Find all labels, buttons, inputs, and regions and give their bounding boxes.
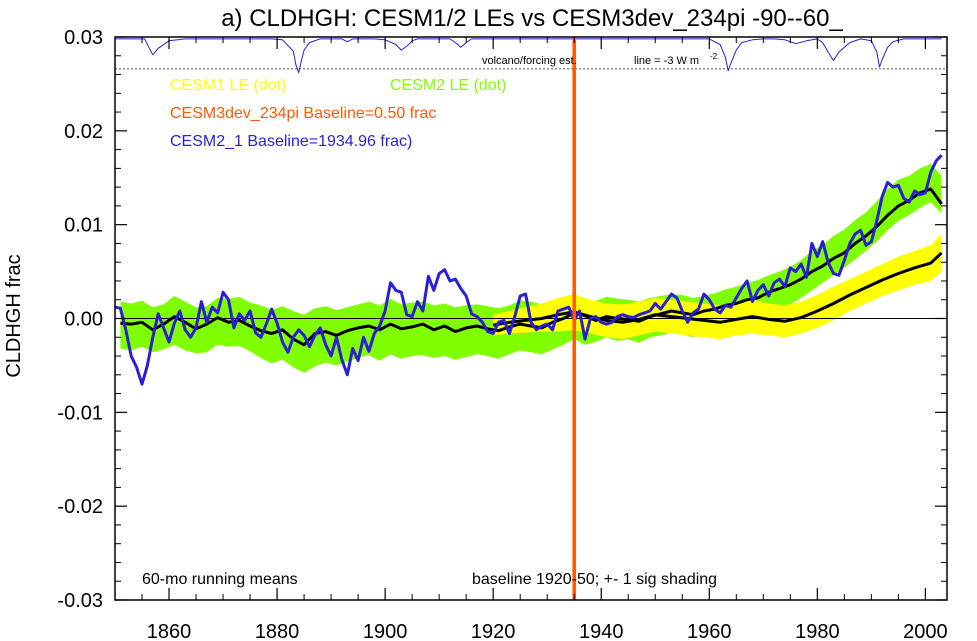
series-volcano-forcing-est [115, 38, 942, 74]
y-tick-label: -0.01 [57, 402, 103, 424]
band-cesm1-le-dot [493, 234, 942, 340]
x-tick-label: 1960 [687, 621, 732, 641]
y-tick-label: -0.03 [57, 590, 103, 612]
legend-cesm3dev: CESM3dev_234pi Baseline=0.50 frac [170, 105, 436, 122]
x-tick-label: 1940 [579, 621, 624, 641]
y-tick-label: -0.02 [57, 496, 103, 518]
y-tick-label: 0.03 [64, 27, 103, 49]
series-cesm2-1 [114, 154, 943, 386]
axis-ticks: 1860 1880 1900 1920 1940 1960 1980 2000 -0.03 -0.… [57, 27, 947, 641]
annotation-volcano-line-sup: -2 [710, 52, 718, 61]
x-tick-label: 2000 [903, 621, 948, 641]
annotation-baseline: baseline 1920-50; +- 1 sig shading [472, 571, 717, 588]
legend: CESM1 LE (dot) CESM2 LE (dot) CESM3dev_2… [170, 77, 506, 150]
y-tick-label: 0.01 [64, 215, 103, 237]
legend-cesm1-le: CESM1 LE (dot) [170, 77, 286, 94]
annotations: volcano/forcing est. line = -3 W m -2 60… [142, 52, 718, 588]
series-cesm1-ensemble-mean [492, 251, 943, 327]
x-tick-label: 1980 [795, 621, 840, 641]
chart-title: a) CLDHGH: CESM1/2 LEs vs CESM3dev_234pi… [221, 5, 843, 32]
x-tick-label: 1880 [255, 621, 300, 641]
legend-cesm2-1: CESM2_1 Baseline=1934.96 frac) [170, 133, 412, 150]
x-tick-label: 1920 [471, 621, 516, 641]
legend-cesm2-le: CESM2 LE (dot) [390, 77, 506, 94]
annotation-volcano-line: line = -3 W m [634, 55, 699, 67]
series-lines [114, 38, 943, 386]
x-tick-label: 1860 [147, 621, 192, 641]
annotation-running-means: 60-mo running means [142, 571, 298, 588]
y-tick-label: 0.00 [64, 309, 103, 331]
plot-area: 1860 1880 1900 1920 1940 1960 1980 2000 -0.03 -0.… [57, 27, 948, 641]
y-axis-label: CLDHGH frac [3, 254, 25, 377]
y-tick-label: 0.02 [64, 121, 103, 143]
x-tick-label: 1900 [363, 621, 408, 641]
annotation-volcano: volcano/forcing est. [482, 55, 577, 67]
